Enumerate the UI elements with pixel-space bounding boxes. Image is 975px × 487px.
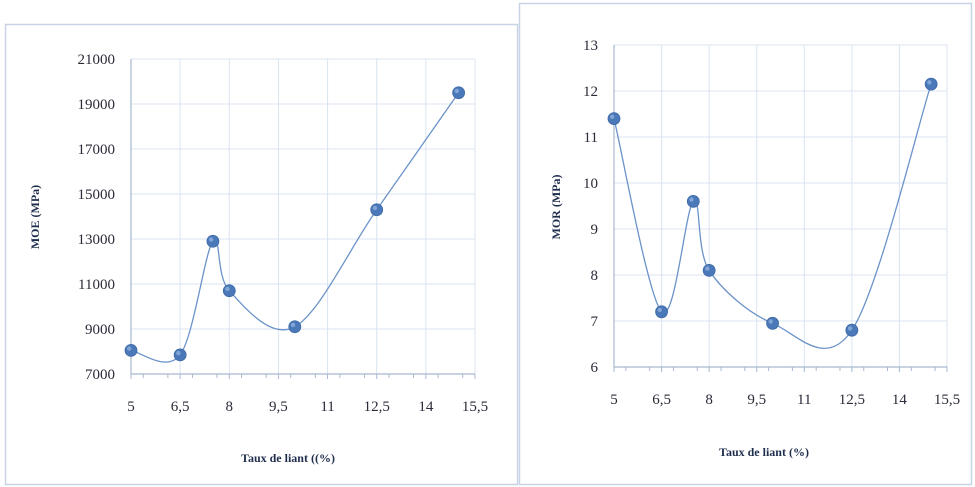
mor-chart: 6 7 8 9 10 11 12 13 5 6,5 8 9,5 11 12,5 14 15,5 MOR (M…	[549, 38, 960, 459]
mor-y-tick-label: 11	[584, 130, 598, 146]
moe-y-tick-label: 19000	[78, 97, 116, 113]
moe-y-tick-label: 13000	[78, 232, 116, 248]
moe-chart-y-axis-title: MOE (MPa)	[28, 185, 42, 249]
mor-data-point	[924, 77, 938, 91]
mor-data-point	[686, 194, 700, 208]
moe-x-tick-label: 6,5	[171, 399, 190, 415]
mor-data-point	[655, 305, 668, 319]
mor-data-point	[766, 316, 779, 330]
moe-data-point-highlight	[176, 350, 181, 356]
mor-data-point	[845, 323, 859, 337]
moe-chart: 7000 9000 11000 13000 15000 17000 19000 21000 5…	[28, 52, 488, 465]
mor-x-tick-label: 9,5	[747, 392, 766, 408]
moe-chart-series	[124, 86, 466, 363]
mor-data-point-highlight	[768, 319, 773, 324]
mor-y-tick-label: 12	[583, 84, 598, 100]
moe-y-tick-label: 17000	[78, 142, 116, 158]
mor-y-tick-label: 8	[591, 268, 599, 284]
moe-data-point	[452, 86, 466, 100]
mor-chart-frame	[518, 2, 973, 486]
mor-x-tick-label: 15,5	[934, 392, 960, 408]
moe-data-point	[124, 343, 138, 357]
moe-x-tick-label: 14	[418, 399, 434, 415]
moe-chart-grid	[131, 58, 476, 374]
moe-y-tick-label: 11000	[78, 277, 115, 293]
mor-chart-x-axis-title: Taux de liant (%)	[719, 445, 809, 459]
moe-data-point-highlight	[372, 205, 378, 211]
moe-y-tick-label: 9000	[85, 322, 115, 338]
mor-y-tick-label: 13	[583, 38, 598, 54]
moe-data-point	[222, 284, 236, 298]
mor-data-point-highlight	[610, 114, 615, 120]
moe-x-tick-label: 11	[320, 399, 334, 415]
mor-chart-axes	[613, 45, 948, 372]
mor-data-point-highlight	[847, 326, 853, 331]
moe-chart-y-ticks: 7000 9000 11000 13000 15000 17000 19000 21000	[78, 52, 116, 383]
moe-y-tick-label: 21000	[78, 52, 116, 68]
mor-x-tick-label: 8	[705, 392, 713, 408]
mor-y-tick-label: 9	[591, 222, 599, 238]
mor-x-tick-label: 6,5	[652, 392, 671, 408]
moe-x-tick-label: 12,5	[364, 399, 390, 415]
moe-chart-x-ticks: 5 6,5 8 9,5 11 12,5 14 15,5	[127, 399, 488, 415]
mor-data-point	[607, 112, 621, 125]
moe-data-point-highlight	[208, 237, 214, 242]
mor-y-tick-label: 7	[591, 314, 599, 330]
mor-data-point-highlight	[689, 197, 694, 202]
mor-chart-y-ticks: 6 7 8 9 10 11 12 13	[583, 38, 599, 376]
moe-y-tick-label: 7000	[85, 367, 115, 383]
mor-data-point-highlight	[705, 266, 710, 271]
moe-data-point-highlight	[454, 88, 460, 94]
mor-chart-y-axis-title: MOR (MPa)	[549, 175, 563, 240]
moe-y-tick-label: 15000	[78, 187, 116, 203]
mor-chart-grid	[614, 44, 948, 367]
mor-data-point	[702, 263, 716, 277]
moe-data-point	[173, 348, 187, 362]
mor-chart-x-ticks: 5 6,5 8 9,5 11 12,5 14 15,5	[610, 392, 960, 408]
mor-chart-series	[607, 77, 938, 349]
moe-data-point	[288, 320, 302, 334]
mor-y-tick-label: 6	[591, 360, 599, 376]
moe-data-point	[206, 234, 220, 248]
moe-data-point-highlight	[225, 286, 230, 292]
mor-data-point-highlight	[927, 80, 932, 85]
moe-chart-axes	[130, 59, 476, 379]
moe-x-tick-label: 8	[226, 399, 234, 415]
moe-chart-frame	[4, 23, 519, 486]
mor-y-tick-label: 10	[583, 176, 598, 192]
moe-x-tick-label: 5	[127, 399, 135, 415]
mor-x-tick-label: 5	[610, 392, 618, 408]
moe-chart-x-axis-title: Taux de liant ((%)	[241, 451, 335, 465]
mor-x-tick-label: 11	[797, 392, 811, 408]
mor-data-point-highlight	[657, 307, 662, 313]
mor-x-tick-label: 12,5	[839, 392, 865, 408]
moe-x-tick-label: 15,5	[462, 399, 488, 415]
mor-x-tick-label: 14	[892, 392, 908, 408]
moe-data-point-highlight	[127, 346, 132, 351]
moe-data-point	[370, 203, 384, 217]
moe-data-point-highlight	[290, 322, 296, 328]
moe-x-tick-label: 9,5	[269, 399, 288, 415]
